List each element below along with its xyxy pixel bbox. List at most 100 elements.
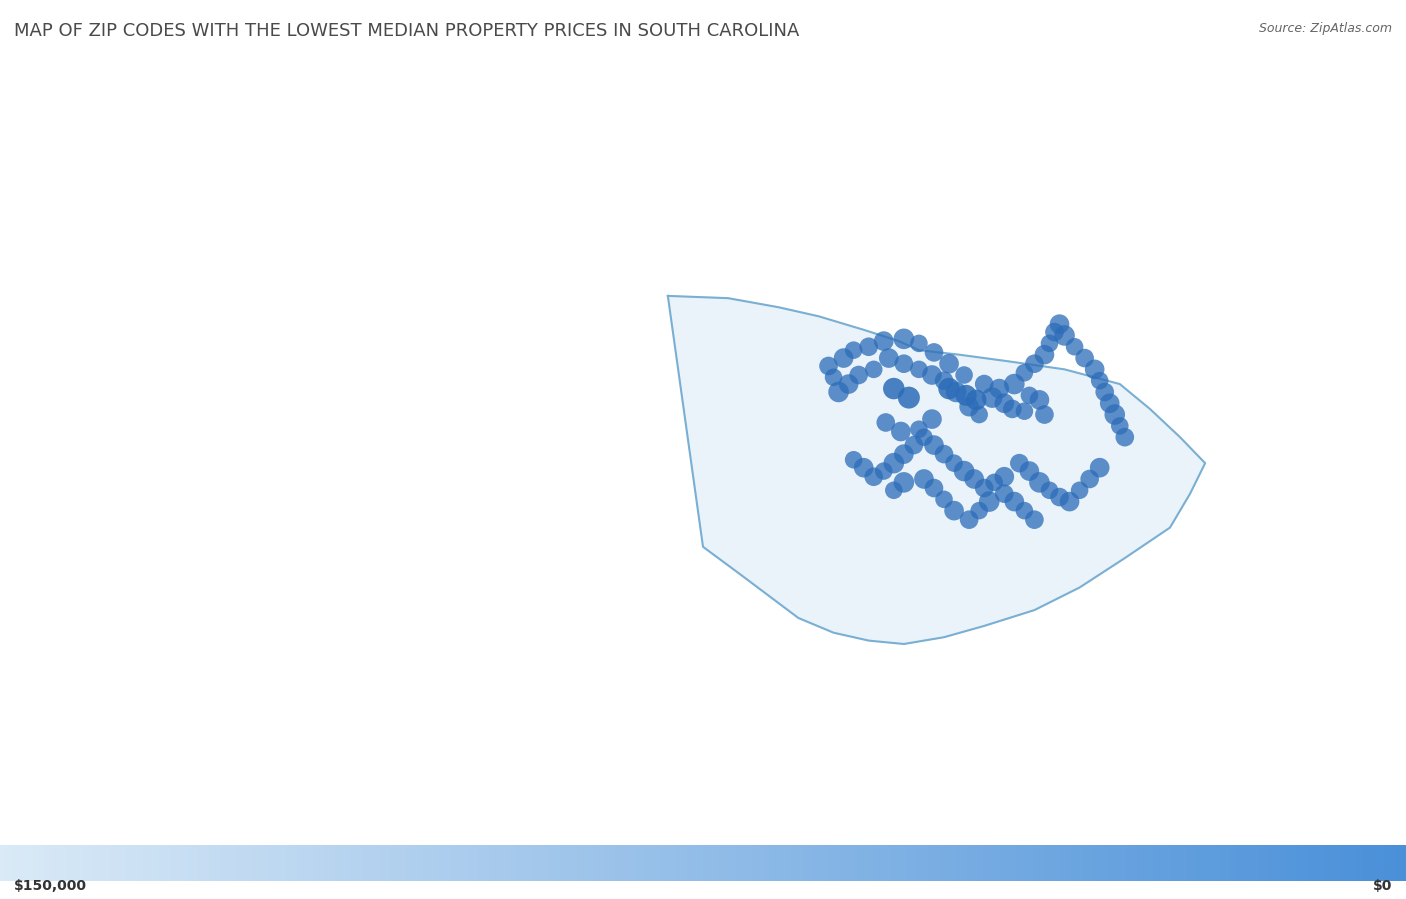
- Point: [1084, 362, 1107, 377]
- Point: [1028, 393, 1050, 407]
- Point: [1014, 503, 1036, 518]
- Polygon shape: [668, 296, 1205, 644]
- Point: [883, 456, 905, 470]
- Point: [1063, 340, 1085, 354]
- Point: [979, 494, 1001, 509]
- Point: [862, 362, 884, 377]
- Point: [938, 357, 960, 371]
- Text: $0: $0: [1372, 878, 1392, 893]
- Point: [897, 390, 920, 405]
- Point: [873, 334, 896, 348]
- Point: [1108, 419, 1130, 433]
- Text: Source: ZipAtlas.com: Source: ZipAtlas.com: [1258, 22, 1392, 35]
- Point: [1033, 407, 1056, 422]
- Point: [848, 368, 870, 382]
- Point: [993, 396, 1015, 411]
- Point: [973, 377, 995, 391]
- Point: [1078, 472, 1101, 486]
- Point: [893, 476, 915, 490]
- Point: [893, 447, 915, 461]
- Point: [858, 340, 880, 354]
- Point: [1049, 490, 1071, 504]
- Point: [908, 362, 931, 377]
- Point: [932, 373, 955, 387]
- Point: [957, 399, 980, 414]
- Point: [1002, 377, 1025, 391]
- Point: [1114, 430, 1136, 444]
- Point: [953, 464, 976, 478]
- Point: [983, 476, 1005, 490]
- Point: [873, 464, 896, 478]
- Point: [932, 492, 955, 506]
- Text: $150,000: $150,000: [14, 878, 87, 893]
- Point: [1028, 476, 1050, 490]
- Point: [842, 452, 865, 467]
- Point: [938, 381, 960, 396]
- Point: [1043, 325, 1066, 339]
- Point: [1088, 373, 1111, 387]
- Point: [955, 388, 977, 403]
- Point: [823, 370, 845, 385]
- Point: [1014, 366, 1036, 380]
- Point: [852, 460, 875, 475]
- Point: [1008, 456, 1031, 470]
- Point: [1038, 483, 1060, 497]
- Point: [1088, 460, 1111, 475]
- Point: [967, 407, 990, 422]
- Point: [1024, 512, 1046, 527]
- Point: [893, 357, 915, 371]
- Point: [1094, 385, 1116, 399]
- Point: [903, 438, 925, 452]
- Point: [908, 336, 931, 351]
- Point: [922, 481, 945, 495]
- Point: [993, 469, 1015, 484]
- Point: [921, 412, 943, 426]
- Point: [963, 472, 986, 486]
- Point: [1073, 351, 1095, 365]
- Point: [1069, 483, 1091, 497]
- Point: [921, 368, 943, 382]
- Point: [883, 381, 905, 396]
- Point: [988, 381, 1011, 396]
- Point: [967, 503, 990, 518]
- Point: [1002, 494, 1025, 509]
- Point: [943, 503, 966, 518]
- Point: [932, 447, 955, 461]
- Point: [945, 385, 967, 399]
- Point: [1098, 396, 1121, 411]
- Point: [1014, 404, 1036, 418]
- Point: [922, 345, 945, 360]
- Point: [953, 368, 976, 382]
- Point: [1049, 317, 1071, 332]
- Point: [965, 393, 987, 407]
- Point: [817, 359, 839, 373]
- Point: [957, 512, 980, 527]
- Point: [922, 438, 945, 452]
- Point: [1018, 388, 1040, 403]
- Point: [842, 343, 865, 357]
- Point: [883, 483, 905, 497]
- Point: [875, 415, 897, 430]
- Point: [877, 351, 900, 365]
- Point: [1053, 328, 1076, 343]
- Point: [1038, 336, 1060, 351]
- Point: [912, 430, 935, 444]
- Point: [981, 390, 1004, 405]
- Point: [908, 422, 931, 436]
- Point: [1059, 494, 1081, 509]
- Text: MAP OF ZIP CODES WITH THE LOWEST MEDIAN PROPERTY PRICES IN SOUTH CAROLINA: MAP OF ZIP CODES WITH THE LOWEST MEDIAN …: [14, 22, 800, 40]
- Point: [893, 332, 915, 346]
- Point: [862, 469, 884, 484]
- Point: [993, 486, 1015, 501]
- Point: [1033, 348, 1056, 362]
- Point: [890, 424, 912, 439]
- Point: [827, 385, 849, 399]
- Point: [973, 481, 995, 495]
- Point: [943, 456, 966, 470]
- Point: [1018, 464, 1040, 478]
- Point: [912, 472, 935, 486]
- Point: [838, 377, 860, 391]
- Point: [1024, 357, 1046, 371]
- Point: [1104, 407, 1126, 422]
- Point: [1001, 402, 1024, 416]
